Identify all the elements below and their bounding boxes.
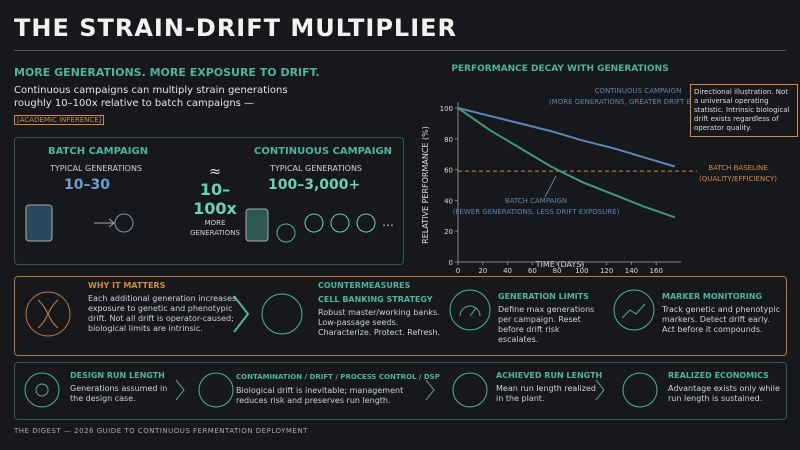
y-axis-label: RELATIVE PERFORMANCE (%)	[421, 126, 430, 244]
flow-title: CONTAMINATION / DRIFT / PROCESS CONTROL …	[236, 373, 440, 381]
y-tick-label: 0	[449, 259, 453, 267]
continuous-title: CONTINUOUS CAMPAIGN	[254, 146, 393, 157]
chart: PERFORMANCE DECAY WITH GENERATIONS RELAT…	[421, 64, 777, 275]
monitor-icon	[613, 289, 655, 331]
target-icon	[24, 372, 60, 408]
cells-icon	[198, 372, 234, 408]
cm-title: MARKER MONITORING	[662, 292, 763, 301]
title: THE STRAIN-DRIFT MULTIPLIER	[14, 14, 458, 42]
why-icons	[25, 291, 303, 337]
flow-icons	[24, 372, 658, 408]
flow-title: ACHIEVED RUN LENGTH	[496, 371, 603, 380]
multiplier-label: MORE GENERATIONS	[190, 219, 240, 237]
cm-icons	[449, 289, 655, 331]
chart-title: PERFORMANCE DECAY WITH GENERATIONS	[451, 64, 668, 74]
dna-icon	[25, 291, 71, 337]
chevron	[175, 379, 185, 401]
x-tick-label: 60	[528, 267, 537, 275]
gauge-icon	[452, 372, 488, 408]
y-tick-label: 100	[440, 105, 453, 113]
flow-text: Biological drift is inevitable; manageme…	[236, 386, 404, 405]
approx: ≈	[209, 164, 221, 180]
why-text: Each additional generation increases exp…	[88, 294, 237, 333]
x-tick-label: 0	[456, 267, 460, 275]
annotation: (FEWER GENERATIONS, LESS DRIFT EXPOSURE)	[453, 208, 620, 216]
x-tick-label: 140	[625, 267, 638, 275]
cm-title: CELL BANKING STRATEGY	[318, 295, 433, 304]
x-tick-label: 160	[650, 267, 663, 275]
chevron	[595, 379, 605, 401]
continuous-value: 100–3,000+	[268, 177, 361, 193]
cm-text: Track genetic and phenotypic markers. De…	[662, 305, 780, 334]
y-tick-label: 60	[444, 167, 453, 175]
dna	[37, 299, 59, 329]
why-title: WHY IT MATTERS	[88, 281, 166, 290]
gauge	[459, 305, 481, 317]
why-box	[14, 276, 787, 356]
annotation: CONTINUOUS CAMPAIGN	[595, 87, 682, 95]
y-tick-label: 20	[444, 228, 453, 236]
series-line	[457, 107, 676, 219]
flow-text: Generations assumed in the design case.	[70, 384, 168, 403]
annotation: (QUALITY/EFFICIENCY)	[699, 175, 777, 183]
flow-text: Mean run length realized in the plant.	[496, 384, 596, 403]
target	[35, 383, 49, 397]
rule	[14, 50, 786, 51]
x-tick-label: 80	[553, 267, 562, 275]
chevron	[425, 379, 435, 401]
cycle	[276, 223, 296, 243]
x-tick-label: 100	[575, 267, 588, 275]
annotation: BATCH BASELINE	[708, 164, 767, 172]
cells	[330, 213, 350, 233]
gauge-icon	[449, 289, 491, 331]
batch-label: TYPICAL GENERATIONS	[50, 164, 142, 173]
chevron	[233, 295, 250, 333]
intro-heading: MORE GENERATIONS. MORE EXPOSURE TO DRIFT…	[14, 66, 320, 79]
annotation: (MORE GENERATIONS, GREATER DRIFT EXPOSUR…	[549, 98, 727, 106]
cm-heading: COUNTERMEASURES	[318, 281, 411, 290]
cells	[114, 213, 134, 233]
annotation: BATCH CAMPAIGN	[505, 197, 567, 205]
batch-title: BATCH CAMPAIGN	[48, 146, 149, 157]
x-tick-label: 120	[600, 267, 613, 275]
bank-icon	[261, 293, 303, 335]
cm-text: Define max generations per campaign. Res…	[498, 305, 595, 344]
batch-value: 10–30	[64, 177, 110, 193]
continuous-label: TYPICAL GENERATIONS	[270, 164, 362, 173]
vessel	[25, 204, 53, 242]
arrow	[94, 218, 115, 228]
x-axis-label: TIME (DAYS)	[535, 260, 585, 269]
flow-box	[14, 362, 787, 420]
ellipsis: …	[382, 215, 394, 229]
flow-text: Advantage exists only while run length i…	[668, 384, 780, 403]
comparison-icons: …	[25, 204, 394, 243]
y-tick-label: 40	[444, 197, 453, 205]
bars-icon	[622, 372, 658, 408]
comparison-box	[14, 137, 404, 265]
multiplier-value: 10–100x	[193, 180, 237, 218]
trend	[621, 303, 646, 319]
tag: [ACADEMIC INFERENCE]	[14, 115, 105, 125]
x-tick-label: 20	[478, 267, 487, 275]
flow-title: DESIGN RUN LENGTH	[70, 371, 165, 380]
vessel	[245, 208, 269, 242]
y-tick-label: 80	[444, 136, 453, 144]
cm-text: Robust master/working banks. Low-passage…	[318, 308, 441, 337]
intro-text: Continuous campaigns can multiply strain…	[14, 85, 288, 109]
series-line	[457, 107, 676, 168]
multiplier: ≈ 10–100x MORE GENERATIONS	[180, 164, 250, 238]
cells	[304, 213, 324, 233]
cm-title: GENERATION LIMITS	[498, 292, 589, 301]
note: Directional illustration. Not a universa…	[690, 84, 798, 137]
cells	[356, 213, 376, 233]
pointer	[544, 175, 557, 198]
footer: THE DIGEST — 2026 GUIDE TO CONTINUOUS FE…	[14, 427, 308, 435]
x-tick-label: 40	[503, 267, 512, 275]
flow-title: REALIZED ECONOMICS	[668, 371, 769, 380]
